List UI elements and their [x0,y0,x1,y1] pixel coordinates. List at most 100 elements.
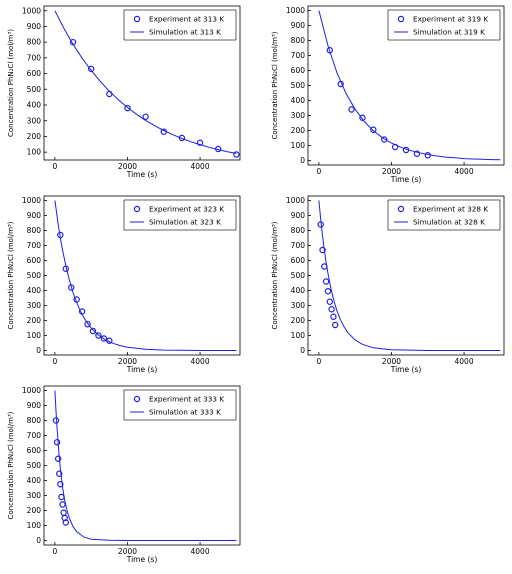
x-axis-label: Time (s) [126,555,158,564]
experiment-point [57,481,64,488]
y-tick-label: 400 [27,476,42,485]
x-tick-label: 2000 [118,547,137,556]
y-tick-label: 900 [27,401,42,410]
y-tick-label: 900 [27,22,42,31]
legend-box [123,199,237,231]
y-tick-label: 0 [36,536,41,545]
experiment-point [58,493,65,501]
y-tick-label: 500 [291,271,306,280]
x-axis-label: Time (s) [126,365,158,374]
experiment-point [332,321,339,329]
y-tick-label: 100 [291,141,306,150]
legend-entry: Experiment at 319 K [413,15,488,24]
experiment-point [322,278,330,285]
experiment-point [330,313,337,320]
y-tick-label: 300 [27,116,42,125]
y-tick-label: 0 [36,346,41,355]
experiment-point [319,246,326,254]
simulation-line [54,390,237,541]
y-tick-label: 300 [27,491,42,500]
y-tick-label: 400 [27,101,42,110]
y-tick-label: 900 [291,21,306,30]
y-tick-label: 500 [291,81,306,90]
experiment-point [100,335,108,342]
experiment-point [326,298,333,305]
experiment-point [370,126,377,133]
y-tick-label: 400 [291,96,306,105]
y-tick-label: 200 [27,506,42,515]
experiment-point [59,501,66,508]
y-tick-label: 800 [27,416,42,425]
x-tick-label: 2000 [118,357,137,366]
legend-box [387,9,501,41]
experiment-point [84,321,91,328]
chart-panel-4: 0 100 200 300 400 500 600 700 800 900 1000 0 2000 400… [256,190,512,380]
y-tick-label: 700 [27,53,42,62]
y-tick-label: 800 [27,38,42,47]
y-axis-label: Concentration PhN₂Cl (mol/m³) [271,221,279,329]
y-axis-label: Concentration PhN₂Cl (mol/m³) [271,31,279,139]
experiment-point [381,136,388,143]
y-tick-label: 600 [27,69,42,78]
experiment-point [413,150,421,157]
y-tick-label: 800 [27,226,42,235]
chart-svg-5: 0 100 200 300 400 500 600 700 800 900 1000 0 2000 400… [7,385,241,564]
x-tick-label: 0 [316,167,321,176]
legend-entry: Experiment at 333 K [149,395,224,404]
y-tick-label: 700 [27,241,42,250]
experiment-point [324,288,332,295]
y-tick-label: 1000 [286,196,305,205]
x-tick-label: 0 [52,357,57,366]
legend-entry: Simulation at 313 K [149,28,221,37]
y-tick-label: 300 [291,301,306,310]
experiment-point [348,106,355,113]
chart-panel-5: 0 100 200 300 400 500 600 700 800 900 1000 0 2000 400… [0,380,256,570]
y-tick-label: 600 [27,446,42,455]
y-tick-label: 0 [300,156,305,165]
plot-frame [43,5,241,161]
experiment-point [196,139,204,146]
legend-entry: Simulation at 333 K [149,408,221,417]
y-tick-label: 100 [27,521,42,530]
experiment-point [56,470,63,477]
experiment-point [359,114,366,121]
x-tick-label: 0 [52,162,57,171]
y-tick-label: 400 [291,286,306,295]
y-tick-label: 900 [291,211,306,220]
y-tick-label: 200 [27,132,42,141]
experiment-point [53,439,61,446]
experiment-point [328,306,335,313]
y-tick-label: 100 [27,148,42,157]
x-axis-label: Time (s) [390,175,422,184]
y-tick-label: 100 [27,331,42,340]
simulation-line [54,10,237,154]
y-tick-label: 800 [291,226,306,235]
y-tick-label: 1000 [22,386,41,395]
simulation-line [318,200,501,351]
x-tick-label: 2000 [382,357,401,366]
chart-panel-2: 0 100 200 300 400 500 600 700 800 900 1000 0 2000 400… [256,0,512,190]
legend-marker-swatch [133,15,141,23]
y-tick-label: 600 [27,256,42,265]
experiment-point [89,327,97,335]
experiment-point [106,90,113,98]
legend-box [123,9,237,41]
experiment-point [178,134,186,142]
y-tick-label: 300 [27,301,42,310]
experiment-point [87,65,95,73]
x-tick-label: 0 [316,357,321,366]
legend-marker-swatch [397,205,405,213]
y-tick-label: 200 [27,316,42,325]
y-tick-label: 300 [291,111,306,120]
y-tick-label: 900 [27,211,42,220]
experiment-point [124,104,131,112]
legend-entry: Experiment at 313 K [149,15,224,24]
y-tick-label: 1000 [22,196,41,205]
y-tick-label: 200 [291,316,306,325]
experiment-point [95,332,102,339]
experiment-point [52,417,60,424]
chart-panel-3: 0 100 200 300 400 500 600 700 800 900 1000 0 2000 400… [0,190,256,380]
x-axis-label: Time (s) [390,365,422,374]
legend-marker-swatch [397,15,405,23]
y-tick-label: 1000 [286,6,305,15]
